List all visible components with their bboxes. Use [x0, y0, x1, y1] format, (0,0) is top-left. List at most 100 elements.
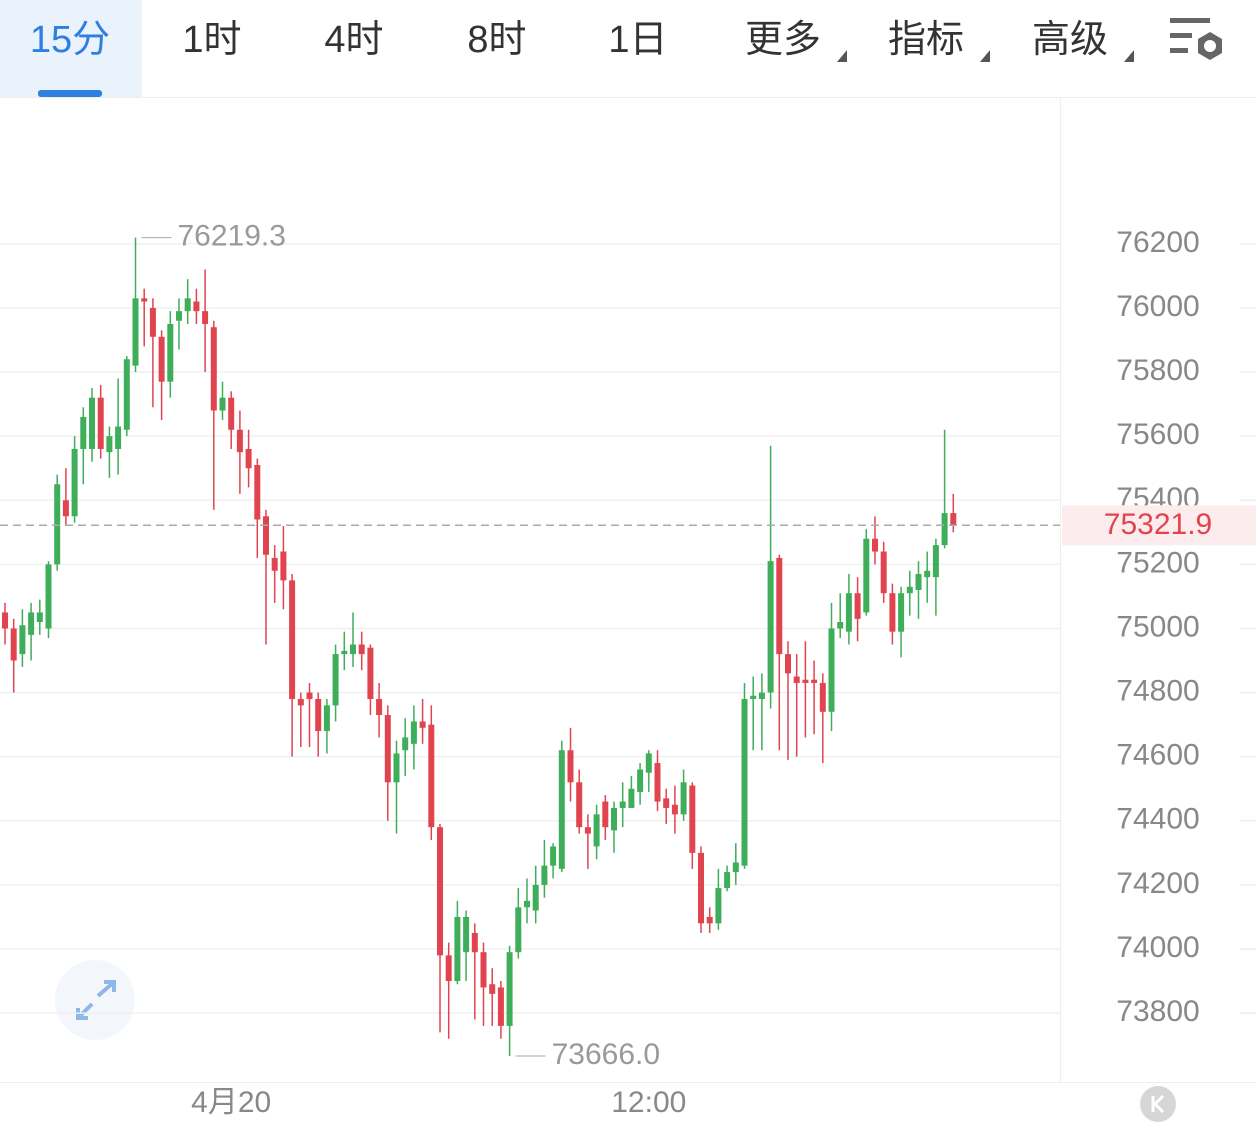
candle-body [602, 801, 609, 828]
candle-body [384, 715, 391, 783]
candle-body [663, 798, 670, 808]
scroll-latest-button[interactable] [1140, 1086, 1176, 1122]
icon-bar [1170, 33, 1192, 38]
y-tick-label: 74800 [1116, 674, 1199, 707]
candle-body [202, 311, 209, 324]
settings-icon[interactable] [1170, 18, 1222, 60]
candle-body [497, 987, 504, 1026]
candle-body [289, 580, 296, 699]
candle-body [628, 788, 635, 808]
tab[interactable]: 1时 [182, 19, 241, 61]
candle-body [584, 827, 591, 834]
x-tick-label: 12:00 [611, 1086, 686, 1119]
candle-body [811, 679, 818, 683]
tab[interactable]: 更多 [745, 19, 847, 62]
candle-body [141, 298, 148, 302]
tab-indicator [38, 90, 102, 97]
tab[interactable]: 8时 [467, 19, 526, 61]
selected-tab-bg [0, 0, 142, 97]
candle-body [471, 932, 478, 953]
candle-body [741, 698, 748, 866]
y-tick-label: 76000 [1116, 290, 1199, 323]
candle-body [793, 676, 800, 683]
candle-body [524, 900, 530, 908]
candle-body [637, 769, 644, 792]
candle-body [506, 952, 513, 1026]
y-tick-label: 74400 [1116, 803, 1199, 836]
last-price-box [1062, 505, 1256, 546]
candle-body [532, 884, 539, 911]
candle-body [306, 692, 313, 699]
tab-label: 8时 [467, 19, 526, 61]
candle-body [19, 625, 26, 655]
candle-body [106, 436, 113, 453]
tab-label: 15分 [30, 19, 110, 61]
candle-body [315, 698, 322, 732]
candle-body [619, 801, 626, 808]
candle-body [671, 804, 678, 815]
button-bg [1140, 1086, 1176, 1122]
candle-body [271, 557, 278, 571]
candle-body [924, 570, 931, 578]
tab[interactable]: 4时 [324, 19, 383, 61]
tab[interactable]: 1日 [608, 19, 667, 61]
candle-body [845, 593, 852, 632]
candle-body [228, 397, 235, 430]
tab[interactable]: 指标 [888, 19, 990, 62]
candle-body [437, 827, 443, 956]
candle-body [489, 984, 496, 994]
expand-glyph [76, 980, 116, 1020]
candle-body [149, 307, 156, 337]
candle-body [889, 593, 896, 632]
candle-body [445, 955, 452, 982]
tab[interactable]: 高级 [1032, 19, 1134, 62]
candle-body [402, 737, 409, 751]
candle-body [932, 545, 939, 578]
candle-body [80, 416, 87, 449]
y-tick-label: 73800 [1116, 995, 1199, 1028]
candle-body [689, 785, 696, 853]
candle-body [323, 705, 330, 732]
candle-body [193, 301, 200, 312]
candle-body [872, 538, 878, 552]
candle-body [880, 551, 887, 594]
candle-body [132, 298, 139, 366]
y-tick-label: 75000 [1116, 610, 1199, 643]
candle-body [341, 650, 348, 655]
candle-body [941, 513, 948, 546]
candle-body [724, 872, 731, 889]
x-tick-label: 4月20 [191, 1086, 271, 1119]
candle-body [367, 647, 374, 699]
icon-hole [1204, 40, 1216, 52]
candle-body [767, 561, 774, 693]
candle-body [454, 916, 461, 982]
candle-body [698, 852, 704, 924]
menu-caret [1124, 50, 1134, 62]
candle-body [837, 622, 844, 629]
y-tick-label: 75200 [1116, 546, 1199, 579]
expand-button[interactable] [55, 960, 135, 1040]
candle-body [176, 311, 182, 321]
tab[interactable]: 15分 [30, 19, 110, 61]
candle-body [123, 359, 130, 430]
candle-body [863, 538, 870, 613]
candle-body [706, 916, 713, 924]
candle-body [71, 448, 78, 517]
candle-body [210, 327, 217, 411]
candle-body [410, 721, 417, 744]
candle-body [263, 516, 269, 555]
candle-body [611, 807, 617, 831]
candle-body [97, 397, 104, 449]
icon-bar [1170, 18, 1210, 23]
candle-body [62, 500, 69, 517]
candle-body [819, 682, 826, 712]
candle-body [898, 593, 905, 632]
candle-body [480, 952, 487, 988]
candle-body [515, 907, 522, 953]
last-price-label: 75321.9 [1104, 508, 1212, 541]
candle-body [350, 644, 356, 655]
candle-body [358, 644, 365, 655]
y-tick-label: 76200 [1116, 226, 1199, 259]
candle-body [680, 782, 687, 815]
